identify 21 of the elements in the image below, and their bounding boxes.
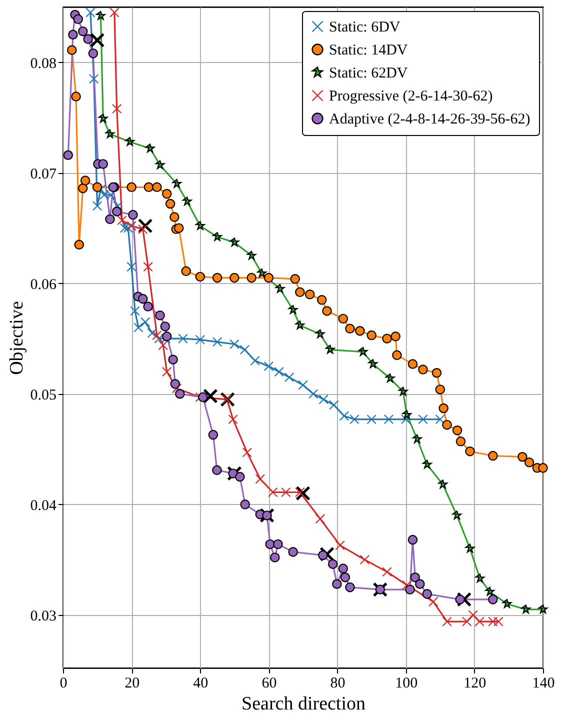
legend-label: Progressive (2-6-14-30-62) <box>329 88 493 104</box>
legend-label: Static: 14DV <box>329 42 408 58</box>
y-axis-title: Objective <box>6 301 28 375</box>
legend-label: Static: 6DV <box>329 20 400 36</box>
y-tick-label: 0.07 <box>30 166 57 182</box>
x-tick-label: 140 <box>532 676 555 692</box>
x-tick-label: 120 <box>464 676 486 692</box>
y-tick-label: 0.06 <box>30 276 57 293</box>
legend-label: Adaptive (2-4-8-14-26-39-56-62) <box>329 112 530 128</box>
legend-label: Static: 62DV <box>329 66 408 82</box>
x-tick-label: 60 <box>262 676 277 692</box>
x-tick-label: 80 <box>330 676 346 692</box>
x-tick-label: 40 <box>193 676 208 692</box>
y-tick-label: 0.04 <box>30 498 57 514</box>
x-tick-label: 20 <box>124 676 140 692</box>
x-tick-label: 100 <box>395 676 418 692</box>
x-axis-title: Search direction <box>242 694 366 714</box>
y-tick-label: 0.08 <box>30 56 56 72</box>
y-tick-label: 0.05 <box>30 387 56 404</box>
x-tick-label: 0 <box>60 676 68 692</box>
y-tick-label: 0.03 <box>30 608 56 624</box>
